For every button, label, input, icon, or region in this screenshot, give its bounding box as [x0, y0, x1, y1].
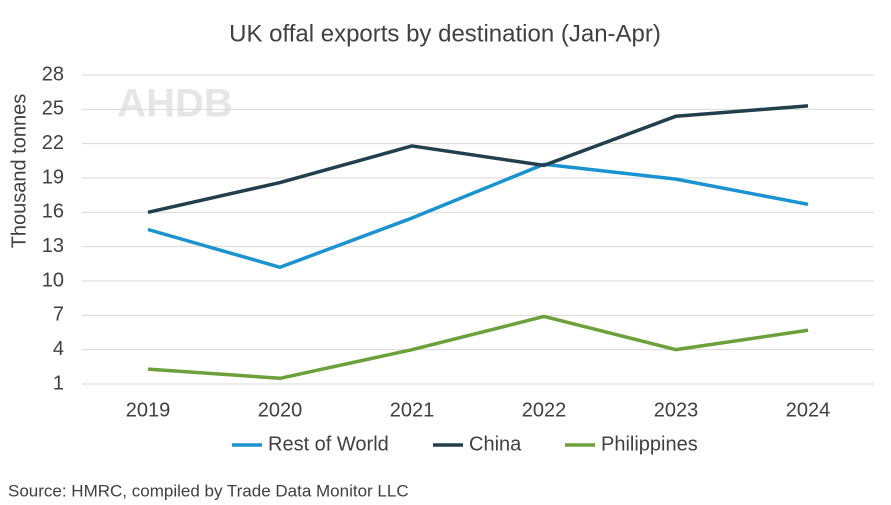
x-tick-label: 2021 — [390, 399, 435, 421]
y-tick-label: 10 — [42, 269, 64, 291]
data-line — [147, 104, 809, 215]
x-tick-label: 2024 — [786, 399, 831, 421]
watermark: AHDB — [117, 82, 233, 126]
y-tick-label: 13 — [42, 235, 64, 257]
y-tick-label: 19 — [42, 166, 64, 188]
y-tick-label: 28 — [42, 63, 64, 85]
y-tick-label: 1 — [53, 372, 64, 394]
legend-label: Rest of World — [268, 433, 389, 455]
chart-title: UK offal exports by destination (Jan-Apr… — [229, 20, 661, 47]
x-tick-label: 2023 — [654, 399, 699, 421]
y-tick-label: 4 — [53, 338, 64, 360]
x-tick-label: 2022 — [522, 399, 567, 421]
source-note: Source: HMRC, compiled by Trade Data Mon… — [8, 481, 409, 500]
y-tick-label: 22 — [42, 132, 64, 154]
y-tick-label: 16 — [42, 201, 64, 223]
x-tick-label: 2019 — [126, 399, 171, 421]
data-line — [147, 314, 809, 381]
y-tick-label: 7 — [53, 304, 64, 326]
data-line — [147, 162, 809, 270]
legend-label: China — [469, 433, 522, 455]
legend-label: Philippines — [601, 433, 698, 455]
y-tick-label: 25 — [42, 98, 64, 120]
y-axis-label: Thousand tonnes — [8, 94, 30, 249]
x-tick-label: 2020 — [258, 399, 303, 421]
